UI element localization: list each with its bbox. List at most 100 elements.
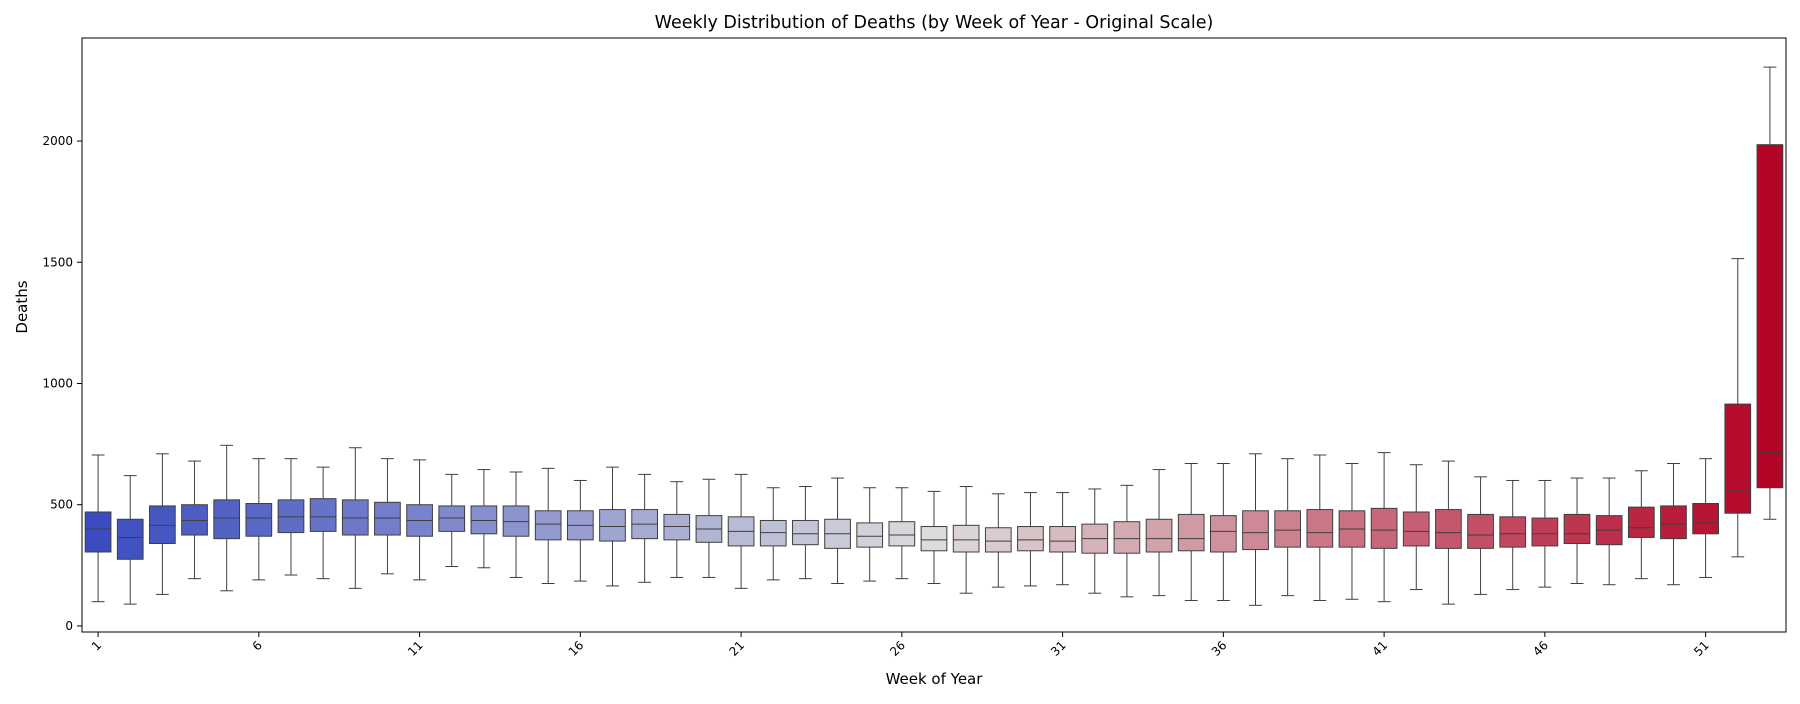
iqr-box bbox=[277, 499, 305, 534]
iqr-box bbox=[920, 526, 948, 552]
iqr-box bbox=[1724, 403, 1752, 514]
x-tick-label: 16 bbox=[566, 638, 587, 659]
box-week-7 bbox=[277, 458, 305, 576]
iqr-box bbox=[438, 505, 466, 532]
box-week-53 bbox=[1756, 66, 1784, 520]
iqr-box bbox=[213, 499, 241, 540]
box-week-28 bbox=[952, 486, 980, 594]
iqr-box bbox=[1017, 526, 1044, 552]
box-week-5 bbox=[213, 444, 241, 592]
iqr-box bbox=[1402, 511, 1430, 547]
plot-area bbox=[84, 66, 1784, 606]
box-week-36 bbox=[1209, 462, 1237, 601]
box-week-33 bbox=[1113, 484, 1141, 598]
x-tick-label: 1 bbox=[89, 638, 104, 653]
iqr-box bbox=[1756, 144, 1784, 489]
box-week-32 bbox=[1081, 488, 1109, 594]
box-week-41 bbox=[1370, 452, 1398, 603]
chart-title: Weekly Distribution of Deaths (by Week o… bbox=[655, 13, 1214, 33]
iqr-box bbox=[502, 505, 530, 537]
box-week-30 bbox=[1017, 492, 1044, 587]
box-week-22 bbox=[759, 487, 787, 581]
iqr-box bbox=[1209, 515, 1237, 553]
iqr-box bbox=[1467, 513, 1494, 549]
iqr-box bbox=[856, 522, 884, 548]
box-week-27 bbox=[920, 490, 948, 585]
iqr-box bbox=[984, 527, 1012, 553]
iqr-box bbox=[374, 501, 401, 536]
iqr-box bbox=[181, 504, 208, 536]
y-axis: 0 500 1000 1500 2000 bbox=[42, 134, 82, 633]
iqr-box bbox=[245, 503, 273, 537]
iqr-box bbox=[1370, 507, 1398, 549]
x-tick-label: 46 bbox=[1530, 638, 1551, 659]
box-week-6 bbox=[245, 458, 273, 581]
box-week-13 bbox=[470, 469, 498, 569]
x-tick-label: 41 bbox=[1370, 638, 1391, 659]
iqr-box bbox=[116, 518, 144, 560]
y-tick-label: 0 bbox=[65, 619, 73, 633]
iqr-box bbox=[1049, 526, 1076, 553]
y-tick-label: 500 bbox=[50, 498, 73, 512]
x-tick-label: 6 bbox=[250, 638, 265, 653]
box-week-10 bbox=[374, 458, 401, 575]
iqr-box bbox=[1692, 503, 1719, 535]
box-week-2 bbox=[116, 475, 144, 605]
box-week-18 bbox=[631, 473, 659, 583]
box-week-34 bbox=[1145, 469, 1173, 597]
iqr-box bbox=[470, 505, 498, 535]
box-week-42 bbox=[1402, 464, 1430, 591]
x-axis-label: Week of Year bbox=[886, 670, 984, 688]
box-week-25 bbox=[856, 487, 884, 582]
iqr-box bbox=[1306, 509, 1334, 548]
box-week-23 bbox=[792, 486, 819, 580]
box-week-37 bbox=[1242, 453, 1269, 606]
box-week-14 bbox=[502, 471, 530, 578]
box-week-45 bbox=[1499, 479, 1527, 591]
box-week-17 bbox=[599, 466, 626, 587]
x-tick-label: 26 bbox=[887, 638, 908, 659]
iqr-box bbox=[149, 505, 176, 545]
box-week-26 bbox=[888, 487, 916, 580]
box-week-48 bbox=[1595, 477, 1623, 586]
iqr-box bbox=[1177, 513, 1205, 552]
box-week-11 bbox=[406, 459, 433, 581]
iqr-box bbox=[599, 509, 626, 542]
box-week-29 bbox=[984, 493, 1012, 588]
box-week-50 bbox=[1660, 462, 1687, 586]
box-week-39 bbox=[1306, 454, 1334, 601]
iqr-box bbox=[1113, 521, 1141, 554]
x-tick-label: 31 bbox=[1048, 638, 1069, 659]
iqr-box bbox=[792, 519, 819, 546]
x-axis: 1 6 11 16 21 26 31 36 41 46 51 bbox=[89, 632, 1712, 659]
box-week-4 bbox=[181, 460, 208, 580]
box-week-15 bbox=[534, 467, 562, 585]
iqr-box bbox=[1531, 517, 1559, 547]
box-week-43 bbox=[1435, 460, 1462, 605]
iqr-box bbox=[759, 519, 787, 547]
box-week-9 bbox=[341, 447, 369, 589]
box-week-24 bbox=[824, 477, 851, 585]
box-week-12 bbox=[438, 473, 466, 568]
box-week-35 bbox=[1177, 462, 1205, 601]
box-week-8 bbox=[309, 466, 337, 580]
box-week-16 bbox=[566, 479, 594, 582]
iqr-box bbox=[663, 513, 691, 541]
iqr-box bbox=[1435, 509, 1462, 549]
iqr-box bbox=[534, 510, 562, 541]
box-week-52 bbox=[1724, 258, 1752, 558]
y-tick-label: 1500 bbox=[42, 255, 73, 269]
x-tick-label: 11 bbox=[405, 638, 426, 659]
iqr-box bbox=[952, 524, 980, 553]
y-tick-label: 1000 bbox=[42, 376, 73, 390]
box-week-44 bbox=[1467, 476, 1494, 595]
y-axis-label: Deaths bbox=[13, 280, 31, 333]
box-week-46 bbox=[1531, 479, 1559, 588]
box-week-49 bbox=[1627, 470, 1655, 580]
iqr-box bbox=[84, 511, 112, 553]
iqr-box bbox=[1563, 513, 1591, 545]
iqr-box bbox=[1242, 510, 1269, 551]
box-week-1 bbox=[84, 454, 112, 603]
box-week-3 bbox=[149, 453, 176, 595]
